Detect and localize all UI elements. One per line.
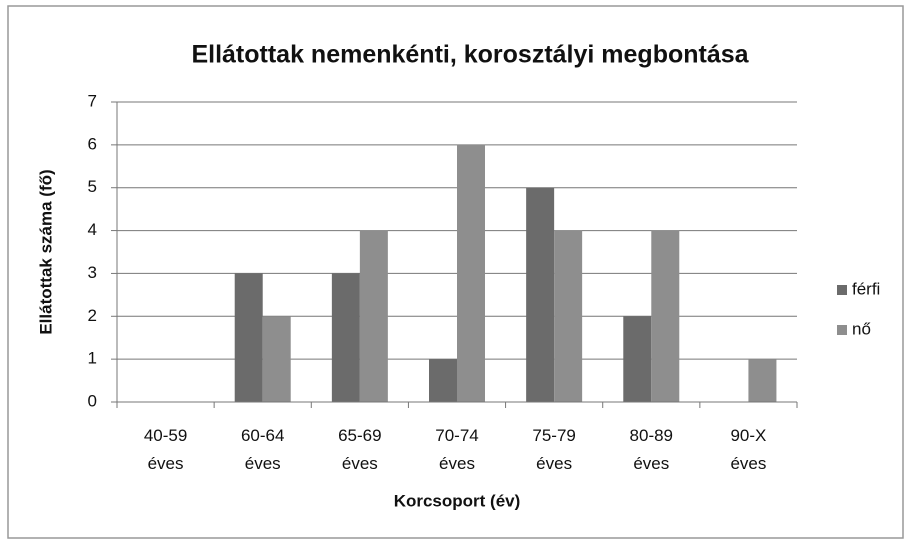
x-tick-label: 60-64 éves bbox=[240, 426, 285, 473]
y-tick-label: 5 bbox=[88, 177, 97, 196]
x-tick-label: 70-74 éves bbox=[435, 426, 479, 473]
x-tick-label: 40-59 éves bbox=[143, 426, 188, 473]
y-axis-title: Ellátottak száma (fő) bbox=[36, 169, 55, 334]
bar bbox=[623, 316, 652, 402]
y-tick-label: 6 bbox=[88, 134, 97, 153]
bar bbox=[651, 230, 680, 402]
x-axis-title: Korcsoport (év) bbox=[394, 491, 521, 510]
y-tick-label: 3 bbox=[88, 263, 97, 282]
legend-label: férfi bbox=[852, 279, 880, 298]
chart-title: Ellátottak nemenkénti, korosztályi megbo… bbox=[191, 41, 749, 69]
x-tick-label: 65-69 éves bbox=[338, 426, 382, 473]
legend-label: nő bbox=[852, 319, 871, 338]
legend-swatch bbox=[837, 325, 847, 335]
x-tick-label: 80-89 éves bbox=[629, 426, 674, 473]
legend-swatch bbox=[837, 285, 847, 295]
bar bbox=[554, 230, 583, 402]
y-tick-label: 7 bbox=[88, 91, 97, 110]
bar bbox=[429, 359, 457, 402]
bar bbox=[331, 273, 360, 402]
bar bbox=[359, 230, 388, 402]
bar bbox=[234, 273, 263, 402]
x-tick-label: 90-X éves bbox=[730, 426, 767, 473]
bar bbox=[262, 316, 291, 402]
x-tick-label: 75-79 éves bbox=[532, 426, 576, 473]
bar bbox=[457, 144, 485, 402]
y-tick-label: 4 bbox=[88, 220, 97, 239]
y-tick-label: 1 bbox=[88, 349, 97, 368]
bar bbox=[526, 187, 555, 402]
chart-frame bbox=[7, 5, 904, 539]
y-tick-label: 0 bbox=[88, 391, 97, 410]
bar bbox=[748, 359, 777, 402]
y-tick-label: 2 bbox=[88, 306, 97, 325]
